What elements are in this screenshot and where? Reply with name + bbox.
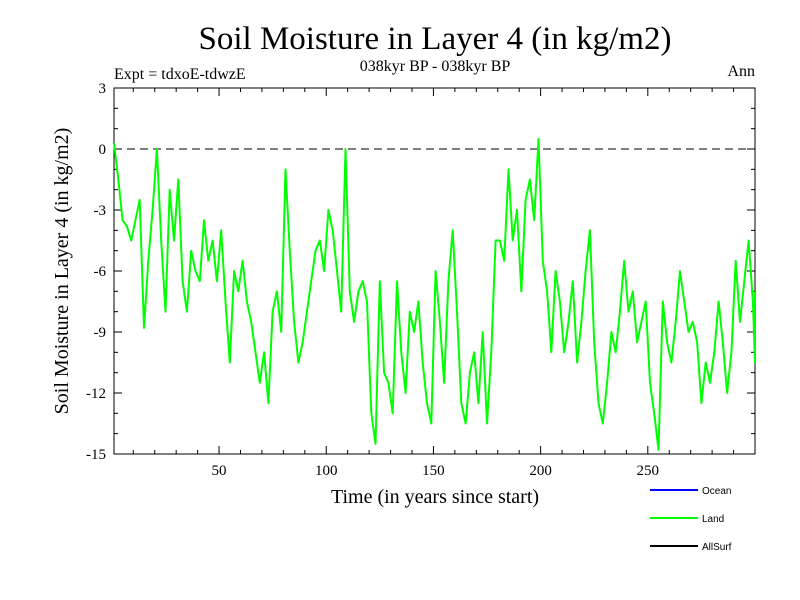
axis-ticks — [114, 87, 755, 455]
legend: Ocean Land AllSurf — [650, 486, 732, 553]
series-line-land — [113, 137, 756, 451]
chart-title: Soil Moisture in Layer 4 (in kg/m2) — [199, 21, 672, 57]
x-axis-title: Time (in years since start) — [331, 486, 539, 508]
period-label: Ann — [727, 63, 755, 80]
x-tick-label: 100 — [315, 463, 338, 479]
y-tick-label: -3 — [94, 203, 107, 219]
x-tick-label: 200 — [529, 463, 552, 479]
y-tick-label: 0 — [99, 142, 107, 158]
y-tick-label: -6 — [94, 264, 107, 280]
legend-item-ocean: Ocean — [650, 486, 731, 497]
legend-item-land: Land — [650, 514, 724, 525]
x-tick-label: 150 — [422, 463, 445, 479]
y-tick-label: -12 — [86, 386, 106, 402]
y-tick-label: -15 — [86, 447, 106, 463]
x-tick-label: 50 — [212, 463, 227, 479]
legend-label-land: Land — [702, 514, 724, 525]
y-tick-label: 3 — [99, 81, 107, 97]
tick-labels: 3 0 -3 -6 -9 -12 -15 50 100 150 200 250 — [86, 81, 659, 479]
y-tick-label: -9 — [94, 325, 107, 341]
x-tick-label: 250 — [637, 463, 660, 479]
legend-label-allsurf: AllSurf — [702, 542, 732, 553]
plot-frame — [113, 87, 756, 455]
y-axis-title: Soil Moisture in Layer 4 (in kg/m2) — [51, 128, 73, 415]
experiment-label: Expt = tdxoE-tdwzE — [114, 66, 246, 83]
legend-label-ocean: Ocean — [702, 486, 731, 497]
legend-item-allsurf: AllSurf — [650, 542, 732, 553]
chart-subtitle: 038kyr BP - 038kyr BP — [360, 58, 511, 75]
